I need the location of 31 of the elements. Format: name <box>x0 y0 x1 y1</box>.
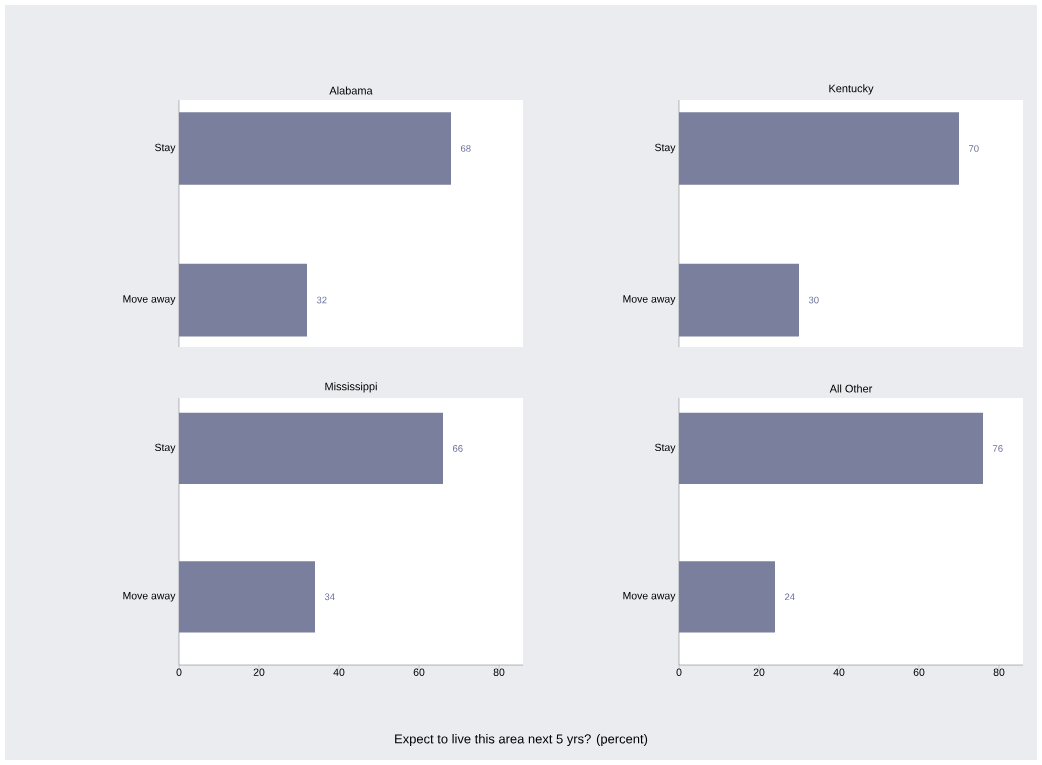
y-tick-label: Move away <box>623 592 676 602</box>
x-tick-label: 40 <box>333 668 345 676</box>
y-tick-label: Move away <box>623 295 676 305</box>
data-label: 70 <box>969 145 979 152</box>
x-tick-label: 60 <box>413 668 425 676</box>
data-label: 76 <box>993 445 1003 452</box>
x-axis-title: Expect to live this area next 5 yrs? (percent) <box>395 733 648 747</box>
data-label: 34 <box>324 593 335 601</box>
data-label: 32 <box>316 296 327 304</box>
y-tick-label: Move away <box>123 295 176 305</box>
x-tick-label: 20 <box>253 668 265 676</box>
data-label: 68 <box>461 145 471 152</box>
x-tick-label: 80 <box>493 668 505 676</box>
data-label: 66 <box>453 445 463 452</box>
x-tick-label: 20 <box>753 668 765 676</box>
x-tick-label: 0 <box>176 668 182 676</box>
chart-title: Kentucky <box>829 84 874 95</box>
data-label: 30 <box>808 296 819 304</box>
y-tick-label: Stay <box>655 443 676 454</box>
x-tick-label: 80 <box>993 668 1005 676</box>
y-tick-label: Stay <box>655 143 676 154</box>
x-tick-label: 60 <box>913 668 925 676</box>
chart-title: Mississippi <box>325 382 377 393</box>
chart-title: Alabama <box>329 86 373 95</box>
x-tick-label: 40 <box>833 668 845 676</box>
y-tick-label: Move away <box>123 592 176 602</box>
x-tick-label: 0 <box>676 668 682 676</box>
y-tick-label: Stay <box>155 143 176 154</box>
y-tick-label: Stay <box>155 443 176 454</box>
data-label: 24 <box>785 593 795 601</box>
chart-title: All Other <box>829 384 873 393</box>
